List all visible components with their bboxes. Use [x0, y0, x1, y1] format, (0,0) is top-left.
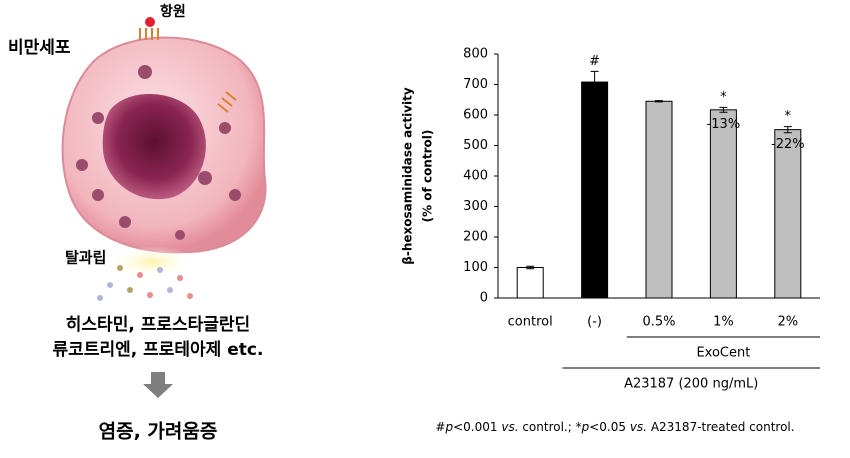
- x-tick-label: 0.5%: [642, 315, 675, 330]
- error-bar: [783, 126, 792, 134]
- footnote-part: A23187-treated control.: [647, 420, 795, 434]
- released-granules: [97, 265, 193, 301]
- degranulation-label: 탈과립: [65, 249, 106, 267]
- cell-label: 비만세포: [8, 38, 71, 58]
- footnote-part: control.; *: [519, 420, 582, 434]
- footnote-part: #: [435, 420, 445, 434]
- mediator-line: 히스타민, 프로스타글란딘: [66, 315, 250, 335]
- arrow: [143, 372, 173, 398]
- x-tick-label: control: [508, 315, 553, 330]
- bar: [645, 100, 673, 299]
- error-bar-line: [655, 100, 663, 103]
- significance-marker: *: [785, 109, 792, 124]
- y-tick-label: 600: [463, 108, 488, 123]
- error-bar: [655, 100, 663, 103]
- bar: [581, 81, 609, 299]
- antigen: [145, 17, 155, 27]
- significance-marker: *: [720, 90, 727, 105]
- error-bar-line: [783, 126, 792, 134]
- group-label: A23187 (200 ng/mL): [624, 377, 758, 392]
- y-tick-label: 0: [480, 291, 488, 306]
- footnote-part: p: [444, 420, 453, 434]
- y-tick-label: 100: [463, 260, 488, 275]
- bar: [516, 267, 544, 299]
- error-bar: [526, 265, 535, 270]
- footnote-part: vs.: [501, 420, 518, 434]
- x-tick-label: 1%: [713, 315, 734, 330]
- y-tick-label: 200: [463, 230, 488, 245]
- bar: [774, 129, 802, 299]
- footnote-part: <0.05: [589, 420, 630, 434]
- error-bar: [719, 106, 728, 113]
- change-label: -13%: [707, 117, 741, 132]
- granules: [76, 65, 241, 240]
- x-tick-label: 2%: [777, 315, 798, 330]
- y-tick-label: 800: [463, 47, 488, 62]
- error-bar-line: [590, 70, 599, 94]
- footnote-part: p: [581, 420, 590, 434]
- error-bar: [590, 70, 599, 94]
- bar: [709, 109, 737, 299]
- y-tick-label: 500: [463, 138, 488, 153]
- y-tick-label: 300: [463, 199, 488, 214]
- outcome-label: 염증, 가려움증: [99, 421, 218, 443]
- footnote: #p<0.001 vs. control.; *p<0.05 vs. A2318…: [435, 420, 794, 434]
- error-bar-line: [719, 106, 728, 113]
- receptors: [139, 28, 237, 113]
- x-tick-label: (-): [587, 315, 602, 330]
- degranulation-glow: [107, 246, 197, 278]
- y-tick-label: 700: [463, 77, 488, 92]
- nucleus: [102, 93, 206, 200]
- footnote-part: <0.001: [453, 420, 501, 434]
- change-label: -22%: [771, 137, 805, 152]
- mast-cell-illustration: 항원 비만세포 탈과립 히스타민, 프로스타글란딘 류코트리엔, 프로테아제 e…: [8, 3, 267, 443]
- footnote-part: vs.: [630, 420, 647, 434]
- y-axis-label: (% of control): [421, 130, 435, 223]
- significance-marker: #: [589, 54, 600, 69]
- antigen-label: 항원: [160, 3, 186, 20]
- mediator-line: 류코트리엔, 프로테아제 etc.: [53, 340, 264, 360]
- y-axis-label: β-hexosaminidase activity: [401, 87, 415, 265]
- group-label: ExoCent: [696, 346, 750, 361]
- y-tick-label: 400: [463, 169, 488, 184]
- error-bar-line: [526, 265, 535, 270]
